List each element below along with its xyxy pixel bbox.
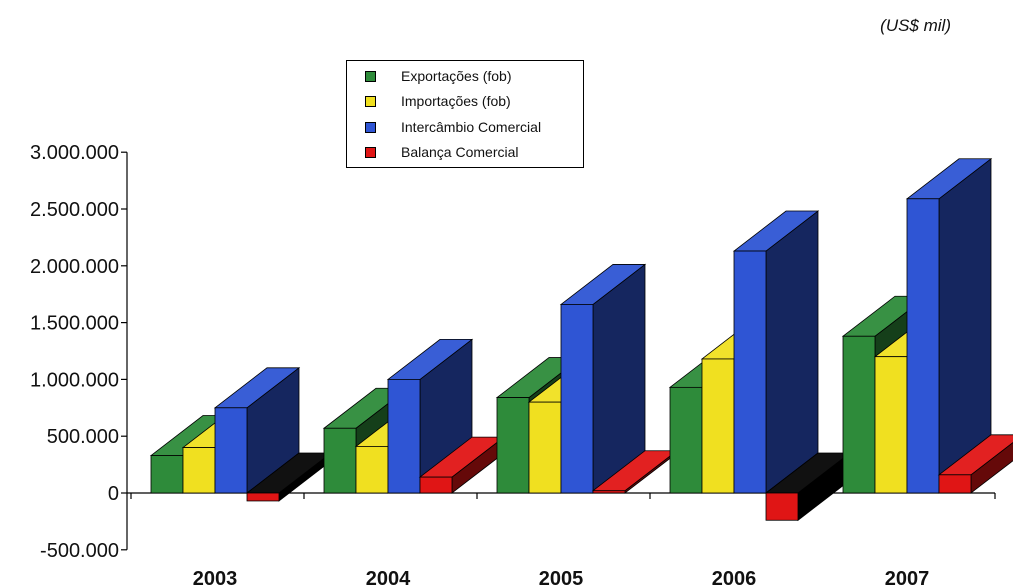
- bar-front-face: [938, 474, 972, 494]
- y-tick-label: 1.500.000: [30, 313, 119, 335]
- legend-item-intercambio: Intercâmbio Comercial: [365, 116, 541, 138]
- bar-front-face: [560, 304, 594, 494]
- bar-group-2003: [149, 366, 333, 502]
- unit-label: (US$ mil): [880, 16, 951, 35]
- bar-front-face: [701, 358, 735, 494]
- bar-front-face: [214, 407, 248, 494]
- bar-front-face: [592, 490, 626, 494]
- legend-item-exportacoes: Exportações (fob): [365, 65, 512, 87]
- bar-front-face: [874, 356, 908, 494]
- x-tick-label: 2007: [885, 568, 930, 588]
- bar-2007-4: [937, 434, 1013, 494]
- bar-front-face: [528, 401, 562, 494]
- axis-layer: 3.000.000 2.500.000 2.000.000 1.500.000 1.00…: [30, 142, 996, 588]
- bar-front-face: [355, 446, 389, 494]
- legend-item-balanca: Balança Comercial: [365, 141, 519, 163]
- bar-2006-3: [732, 210, 820, 494]
- legend-label-importacoes: Importações (fob): [401, 93, 511, 109]
- legend-label-exportacoes: Exportações (fob): [401, 68, 512, 84]
- bar-group-2007: [841, 157, 1013, 494]
- bar-2005-3: [559, 263, 647, 494]
- bar-front-face: [246, 492, 280, 502]
- bar-2007-3: [905, 157, 993, 494]
- bar-front-face: [669, 386, 703, 494]
- bar-group-2004: [322, 338, 506, 494]
- bar-front-face: [419, 476, 453, 494]
- bar-front-face: [387, 378, 421, 494]
- legend-label-balanca: Balança Comercial: [401, 144, 519, 160]
- bar-2004-4: [418, 436, 506, 494]
- legend-item-importacoes: Importações (fob): [365, 90, 511, 112]
- x-tick-label: 2004: [366, 568, 411, 588]
- legend-swatch-exportacoes: [365, 70, 376, 82]
- bar-2003-4: [245, 452, 333, 502]
- bars-layer: [149, 157, 1013, 522]
- bar-front-face: [765, 492, 799, 521]
- bar-front-face: [150, 455, 184, 494]
- bar-front-face: [906, 198, 940, 494]
- legend-label-intercambio: Intercâmbio Comercial: [401, 119, 542, 135]
- y-tick-label: 3.000.000: [30, 142, 119, 164]
- bar-front-face: [323, 427, 357, 494]
- legend-swatch-intercambio: [365, 121, 376, 133]
- bar-group-2006: [668, 210, 852, 522]
- bar-2003-3: [213, 366, 301, 494]
- x-tick-label: 2005: [539, 568, 584, 588]
- y-tick-label: 2.000.000: [30, 256, 119, 278]
- y-tick-label: 500.000: [47, 426, 119, 448]
- bar-group-2005: [495, 263, 679, 494]
- bar-side-face: [765, 210, 819, 494]
- y-tick-label: 1.000.000: [30, 369, 119, 391]
- bar-front-face: [496, 397, 530, 494]
- legend-swatch-importacoes: [365, 95, 376, 107]
- y-tick-label: 0: [108, 483, 119, 505]
- bar-front-face: [842, 335, 876, 494]
- bar-front-face: [182, 447, 216, 494]
- x-tick-label: 2003: [193, 568, 238, 588]
- legend-swatch-balanca: [365, 146, 376, 158]
- y-tick-label: 2.500.000: [30, 199, 119, 221]
- x-tick-label: 2006: [712, 568, 757, 588]
- legend: Exportações (fob) Importações (fob) Inte…: [346, 60, 584, 168]
- bar-front-face: [733, 250, 767, 494]
- y-tick-label: -500.000: [40, 540, 119, 562]
